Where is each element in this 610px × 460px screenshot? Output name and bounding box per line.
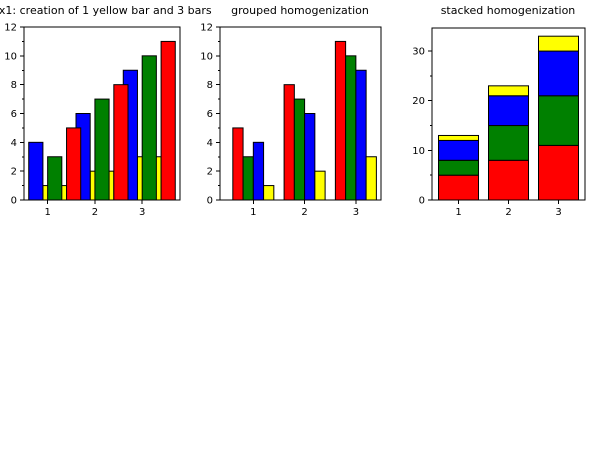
y-tick-label: 0 (207, 196, 213, 207)
x-tick-label: 3 (353, 207, 359, 218)
red-stack-segment (488, 159, 529, 201)
blue-bar (355, 69, 367, 201)
red-stack-segment (538, 144, 579, 201)
x-tick-label: 2 (505, 207, 511, 218)
red-bar (283, 84, 295, 201)
x-tick-label: 2 (92, 207, 98, 218)
x-tick-label: 1 (250, 207, 256, 218)
x-tick-label: 2 (301, 207, 307, 218)
subplot-2-title: grouped homogenization (231, 4, 369, 17)
subplot-3-title: stacked homogenization (441, 4, 576, 17)
green-stack-segment (438, 159, 479, 176)
y-tick-label: 4 (207, 138, 213, 149)
x-tick-label: 3 (555, 207, 561, 218)
blue-stack-segment (488, 95, 529, 127)
red-bar (160, 40, 176, 201)
subplot-1-title: ex1: creation of 1 yellow bar and 3 bars (0, 4, 212, 17)
y-tick-label: 8 (207, 80, 213, 91)
blue-bar (252, 141, 265, 201)
blue-bar (304, 113, 316, 201)
y-tick-label: 10 (412, 146, 425, 157)
x-tick-label: 1 (44, 207, 50, 218)
yellow-stack-segment (538, 35, 579, 52)
yellow-bar (263, 185, 275, 201)
blue-bar (28, 141, 44, 201)
yellow-bar (314, 170, 326, 201)
green-stack-segment (538, 95, 579, 146)
green-bar (94, 98, 110, 201)
red-bar (334, 40, 347, 201)
y-tick-label: 0 (11, 196, 17, 207)
y-tick-label: 10 (4, 51, 17, 62)
y-tick-label: 30 (412, 47, 425, 58)
y-tick-label: 20 (412, 96, 425, 107)
green-bar (345, 55, 357, 201)
y-tick-label: 4 (11, 138, 17, 149)
red-stack-segment (438, 174, 479, 201)
green-bar (47, 156, 63, 201)
red-bar (232, 127, 244, 201)
blue-stack-segment (438, 139, 479, 161)
y-tick-label: 12 (4, 23, 17, 34)
green-bar (242, 156, 254, 201)
y-tick-label: 0 (419, 196, 425, 207)
y-tick-label: 12 (200, 23, 213, 34)
y-tick-label: 10 (200, 51, 213, 62)
green-bar (293, 98, 306, 201)
y-tick-label: 6 (207, 109, 213, 120)
y-tick-label: 8 (11, 80, 17, 91)
y-tick-label: 6 (11, 109, 17, 120)
y-tick-label: 2 (11, 167, 17, 178)
x-tick-label: 3 (139, 207, 145, 218)
red-bar (113, 84, 129, 201)
green-stack-segment (488, 125, 529, 161)
yellow-bar (365, 156, 377, 201)
blue-stack-segment (538, 50, 579, 97)
yellow-stack-segment (488, 85, 529, 97)
green-bar (141, 55, 157, 201)
x-tick-label: 1 (455, 207, 461, 218)
red-bar (66, 127, 82, 201)
y-tick-label: 2 (207, 167, 213, 178)
yellow-stack-segment (438, 134, 479, 141)
